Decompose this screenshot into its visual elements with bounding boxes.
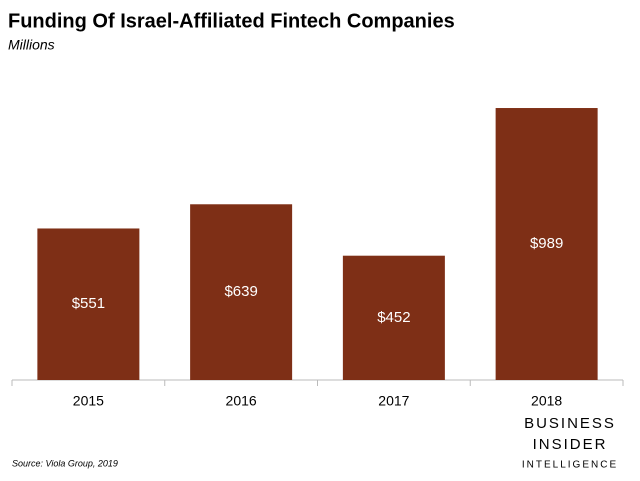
x-tick-label: 2015 xyxy=(73,393,104,409)
source: Source: Viola Group, 2019 xyxy=(12,458,118,468)
value-label: $639 xyxy=(224,283,257,300)
value-label: $452 xyxy=(377,309,410,326)
bar xyxy=(37,228,140,380)
x-tick-label: 2017 xyxy=(378,393,409,409)
chart-title: Funding Of Israel-Affiliated Fintech Com… xyxy=(8,10,455,32)
logo-line: BUSINESS xyxy=(524,415,616,432)
x-tick-label: 2018 xyxy=(531,393,562,409)
logo-line: INSIDER xyxy=(533,436,608,453)
value-label: $989 xyxy=(530,235,563,252)
logo-line: INTELLIGENCE xyxy=(522,460,618,471)
bar xyxy=(190,204,293,380)
chart-subtitle: Millions xyxy=(8,37,55,53)
bar xyxy=(342,255,445,380)
x-tick-label: 2016 xyxy=(226,393,257,409)
bar xyxy=(495,108,598,381)
value-label: $551 xyxy=(72,295,105,312)
